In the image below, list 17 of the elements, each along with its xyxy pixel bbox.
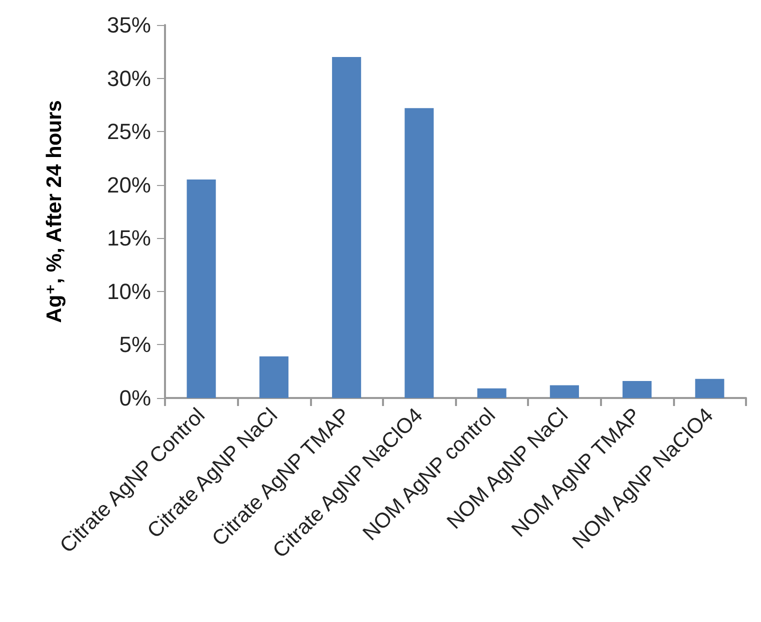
bar (695, 378, 724, 398)
y-tick-label: 10% (106, 278, 151, 304)
y-tick-label: 20% (106, 172, 151, 198)
y-tick-label: 35% (106, 12, 151, 38)
bar (332, 56, 362, 398)
y-tick-label: 25% (106, 119, 151, 144)
y-tick-label: 30% (106, 66, 151, 91)
bar (550, 385, 579, 398)
bar (186, 180, 216, 398)
y-tick-label: 0% (119, 386, 151, 410)
y-tick-label: 5% (119, 332, 151, 358)
y-axis-title: Ag⁺, %, After 24 hours (43, 100, 66, 323)
bar (259, 356, 288, 398)
bar (622, 380, 652, 398)
y-tick-label: 15% (106, 226, 151, 251)
bar (404, 108, 434, 398)
bar (477, 388, 506, 398)
